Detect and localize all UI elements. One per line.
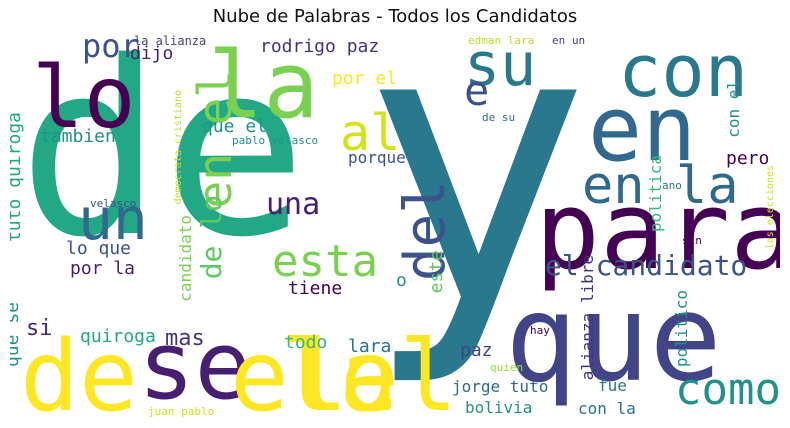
cloud-word: si	[26, 316, 53, 341]
cloud-word: un	[78, 185, 148, 253]
cloud-word: por el	[332, 68, 398, 89]
cloud-word: de	[20, 320, 139, 420]
cloud-word: mas	[165, 326, 205, 351]
cloud-word: lo	[32, 48, 136, 148]
cloud-word: con	[618, 30, 749, 113]
cloud-word: el	[340, 320, 459, 420]
cloud-word: esta	[272, 236, 378, 287]
cloud-word: politico	[672, 290, 691, 368]
cloud-word: de lo	[195, 195, 228, 280]
cloud-word: quiroga	[80, 326, 156, 347]
cloud-word: juan pablo	[148, 405, 215, 418]
cloud-word: bolivia	[465, 398, 533, 417]
cloud-word: que	[505, 270, 722, 409]
cloud-word: ano	[662, 179, 682, 192]
cloud-word: todo	[284, 332, 328, 353]
cloud-word: tambien	[40, 126, 116, 147]
word-cloud: de y que lo la con en para se el el la de su e al en el u…	[10, 30, 780, 420]
cloud-word: por	[82, 30, 140, 65]
chart-title: Nube de Palabras - Todos los Candidatos	[212, 6, 578, 27]
cloud-word: con la	[578, 399, 636, 418]
cloud-word: tiene	[288, 278, 343, 299]
cloud-word: y	[360, 30, 592, 391]
cloud-word: las elecciones	[765, 165, 776, 250]
cloud-word: el	[230, 320, 349, 420]
cloud-word: la alianza	[134, 34, 207, 48]
cloud-word: o	[396, 270, 407, 291]
cloud-word: en	[588, 77, 697, 182]
cloud-word: este	[426, 250, 447, 294]
cloud-word: de su	[482, 111, 516, 124]
cloud-word: de	[18, 30, 307, 290]
cloud-word: lara	[348, 336, 392, 357]
cloud-word: el candidato	[545, 249, 748, 282]
cloud-word: la	[280, 320, 399, 420]
cloud-word: como	[675, 364, 780, 415]
cloud-word: tuto quiroga	[10, 112, 25, 243]
cloud-word: la	[208, 32, 319, 139]
cloud-word: que el	[202, 116, 268, 137]
cloud-word: para	[535, 169, 780, 294]
cloud-word: velasco	[90, 197, 137, 210]
cloud-word: jorge tuto	[452, 377, 549, 396]
cloud-word: democrata cristiano	[173, 90, 184, 205]
cloud-word: alianza libre	[578, 255, 597, 381]
cloud-word: su	[464, 30, 537, 100]
cloud-word: edman lara	[468, 34, 535, 47]
cloud-word: en la	[582, 156, 739, 216]
cloud-word: pablo velasco	[232, 134, 319, 147]
cloud-word: por la	[70, 258, 136, 279]
cloud-word: con el	[724, 80, 743, 138]
cloud-word: pero	[726, 148, 770, 169]
cloud-word: una	[266, 187, 321, 222]
cloud-word: candidato	[176, 215, 195, 302]
cloud-word: fue	[598, 376, 627, 395]
cloud-word: porque	[348, 148, 406, 167]
cloud-word: dijo	[130, 43, 174, 64]
cloud-word: quien	[490, 361, 524, 374]
cloud-word: paz	[460, 340, 493, 361]
cloud-word: lo que	[66, 238, 132, 259]
cloud-word: hay	[530, 324, 550, 337]
cloud-word: rodrigo paz	[260, 36, 380, 57]
cloud-word: se	[138, 312, 252, 420]
cloud-word: politica	[646, 155, 665, 233]
cloud-word: al	[340, 104, 401, 162]
cloud-word: e	[464, 66, 490, 115]
cloud-word: que se	[10, 302, 23, 368]
cloud-word: en un	[552, 34, 586, 47]
cloud-word: sin	[682, 234, 702, 247]
